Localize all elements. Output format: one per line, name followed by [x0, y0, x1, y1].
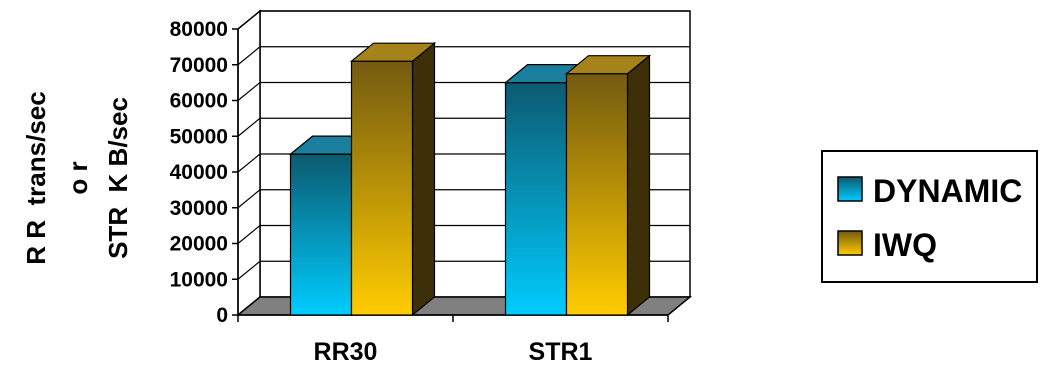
y-axis-title-line: STR K B/sec [103, 97, 133, 259]
bar-iwq-rr30 [349, 41, 437, 317]
bar-top [349, 42, 437, 62]
bar-side [411, 41, 436, 317]
y-tick-label: 80000 [170, 18, 228, 41]
y-tick-label: 70000 [170, 54, 228, 77]
y-axis-title: R R trans/sec o r STR K B/sec [21, 91, 133, 264]
gridline [237, 46, 690, 66]
y-tick-label: 10000 [170, 268, 228, 291]
bars [288, 41, 652, 317]
bar-front [350, 60, 414, 316]
y-axis-title-line: o r [63, 161, 93, 194]
y-tick-label: 0 [216, 304, 228, 327]
bar-iwq-str1 [564, 54, 652, 317]
y-tick-label: 60000 [170, 90, 228, 113]
y-tick-label: 20000 [170, 233, 228, 256]
x-axis: RR30 STR1 [237, 314, 669, 366]
y-tick-label: 30000 [170, 197, 228, 220]
x-tick-label: RR30 [314, 338, 378, 366]
bar-front [565, 73, 629, 316]
x-tick-label: STR1 [529, 338, 593, 366]
legend-label-iwq: IWQ [873, 227, 937, 263]
bar-front [289, 153, 353, 316]
legend-box [821, 150, 1038, 283]
legend-swatch-iwq [837, 230, 863, 256]
legend: DYNAMIC IWQ [821, 150, 1038, 283]
y-tick-label: 40000 [170, 161, 228, 184]
legend-swatch-dynamic [837, 176, 863, 202]
y-axis-title-line: R R trans/sec [21, 91, 51, 264]
gridline [237, 10, 690, 30]
y-tick-label: 50000 [170, 125, 228, 148]
legend-label-dynamic: DYNAMIC [873, 173, 1022, 209]
bar-top [564, 55, 652, 75]
bar-side [626, 54, 651, 317]
y-axis: 0 10000 20000 30000 40000 50000 60000 70000 8000… [170, 18, 239, 327]
bar-front [504, 82, 568, 316]
